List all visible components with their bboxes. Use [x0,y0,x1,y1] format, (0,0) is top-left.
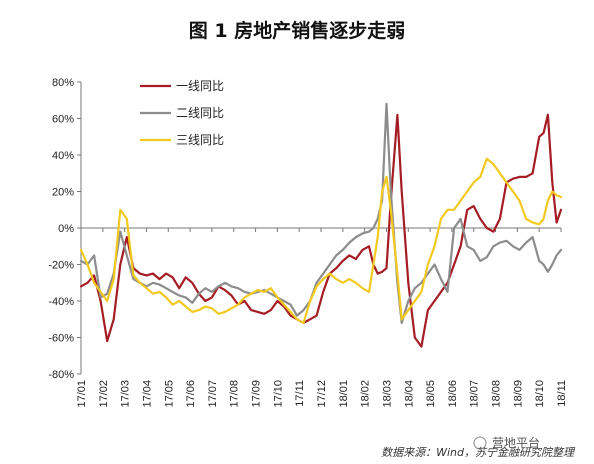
x-tick-label: 17/10 [272,380,284,408]
watermark-logo-icon [473,436,487,450]
x-tick-label: 17/06 [185,380,197,408]
y-tick-label: 20% [52,187,74,199]
x-tick-label: 17/05 [163,380,175,408]
x-tick-label: 17/08 [229,380,241,408]
y-tick-label: -80% [48,369,74,381]
x-tick-label: 17/07 [207,380,219,408]
series-line-3 [79,157,563,324]
watermark-text: 营地平台 [492,435,540,450]
y-tick-label: 0% [58,223,74,235]
watermark: 营地平台 [473,435,540,450]
y-tick-label: 80% [52,77,74,89]
source-note: 数据来源：Wind，苏宁金融研究院整理 [381,446,576,459]
y-tick-label: 60% [52,114,74,126]
x-tick-label: 17/11 [294,380,306,407]
x-tick-label: 17/12 [316,380,328,408]
x-tick-label: 18/10 [534,380,546,408]
x-tick-label: 18/04 [403,380,415,408]
legend-label-1: 一线同比 [176,79,224,93]
x-tick-label: 18/05 [425,380,437,408]
x-tick-label: 18/07 [469,380,481,408]
series-lines [79,102,563,348]
x-tick-label: 18/01 [338,380,350,408]
x-tick-label: 18/03 [381,380,393,408]
y-tick-label: -20% [48,260,74,272]
x-tick-label: 17/02 [98,380,110,408]
series-line-2 [79,102,563,324]
x-tick-label: 18/06 [447,380,459,408]
legend-label-3: 三线同比 [176,133,224,147]
y-tick-label: -60% [48,333,74,345]
y-tick-label: 40% [52,150,74,162]
x-tick-label: 18/11 [556,380,568,407]
x-tick-label: 18/02 [360,380,372,408]
x-tick-label: 18/09 [512,380,524,408]
y-tick-label: -40% [48,296,74,308]
axes: 80% 60% 40% 20% 0% -20% -40% -60% -80%17/01 17/02… [48,77,568,408]
series-line-1 [79,113,563,348]
legend-label-2: 二线同比 [176,106,224,120]
x-tick-label: 17/09 [251,380,263,408]
x-tick-label: 17/03 [120,380,132,408]
x-tick-label: 17/01 [76,380,88,408]
x-tick-label: 17/04 [141,380,153,408]
x-tick-label: 18/08 [491,380,503,408]
chart-title: 图 1 房地产销售逐步走弱 [189,19,405,42]
